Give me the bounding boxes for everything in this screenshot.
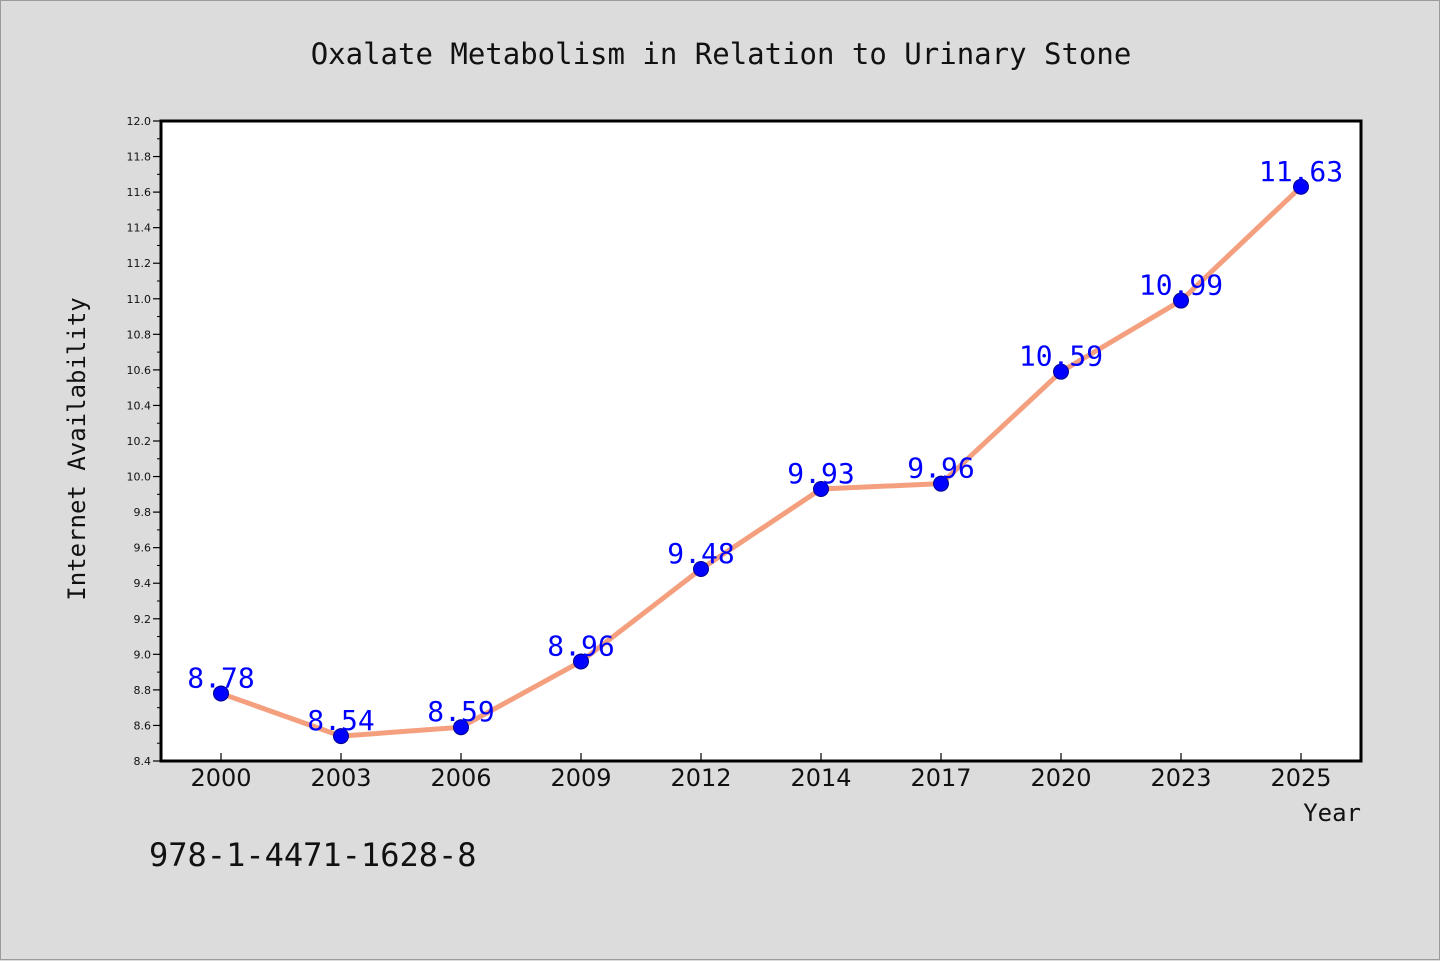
y-tick-label: 12.0 bbox=[127, 115, 152, 128]
y-tick-label: 10.2 bbox=[127, 435, 152, 448]
chart-title: Oxalate Metabolism in Relation to Urinar… bbox=[311, 37, 1132, 71]
data-label: 8.78 bbox=[187, 661, 254, 694]
x-tick-label: 2009 bbox=[550, 764, 611, 792]
y-tick-label: 9.6 bbox=[134, 542, 152, 555]
data-label: 9.93 bbox=[787, 457, 854, 490]
data-point bbox=[453, 719, 469, 736]
y-tick-label: 9.4 bbox=[134, 577, 152, 590]
data-point bbox=[933, 475, 949, 492]
data-label: 8.54 bbox=[307, 704, 374, 737]
x-tick-label: 2023 bbox=[1150, 764, 1211, 792]
y-tick-label: 8.4 bbox=[134, 755, 152, 768]
y-tick-label: 11.2 bbox=[127, 257, 152, 270]
x-axis-ticks: 2000 2003 2006 2009 2012 2014 2017 2020 2023 2025 bbox=[190, 753, 1332, 792]
plot-area bbox=[161, 121, 1361, 761]
x-tick-label: 2020 bbox=[1030, 764, 1091, 792]
x-tick-label: 2017 bbox=[910, 764, 971, 792]
y-tick-label: 10.4 bbox=[127, 399, 152, 412]
data-label: 8.59 bbox=[427, 695, 494, 728]
data-point bbox=[813, 481, 829, 497]
x-tick-label: 2025 bbox=[1270, 764, 1331, 792]
isbn-text: 978-1-4471-1628-8 bbox=[149, 836, 477, 874]
data-point bbox=[693, 561, 709, 577]
data-label: 8.96 bbox=[547, 629, 614, 662]
y-tick-label: 9.0 bbox=[134, 648, 152, 661]
y-tick-label: 10.0 bbox=[127, 471, 152, 484]
data-point bbox=[1053, 363, 1069, 380]
x-tick-label: 2006 bbox=[430, 764, 491, 792]
y-tick-label: 8.6 bbox=[134, 719, 152, 732]
y-tick-label: 9.2 bbox=[134, 613, 152, 626]
series-line bbox=[218, 184, 1304, 739]
y-tick-label: 9.8 bbox=[134, 506, 152, 519]
y-tick-label: 10.6 bbox=[127, 364, 152, 377]
data-labels: 8.78 8.54 8.59 8.96 9.48 9.93 9.96 10.59 10.99 11… bbox=[187, 155, 1343, 737]
data-label: 9.48 bbox=[667, 537, 734, 570]
x-tick-label: 2012 bbox=[670, 764, 731, 792]
x-tick-label: 2003 bbox=[310, 764, 371, 792]
data-point bbox=[333, 728, 349, 745]
y-tick-label: 10.8 bbox=[127, 328, 152, 341]
x-axis-label: Year bbox=[1303, 799, 1361, 827]
y-axis-label: Internet Availability bbox=[63, 297, 91, 600]
plot-frame bbox=[159, 119, 1363, 763]
y-tick-label: 11.8 bbox=[127, 151, 152, 164]
x-tick-label: 2000 bbox=[190, 764, 251, 792]
y-tick-label: 11.0 bbox=[127, 293, 152, 306]
data-point bbox=[1173, 292, 1189, 309]
x-tick-label: 2014 bbox=[790, 764, 851, 792]
y-tick-label: 8.8 bbox=[134, 684, 152, 697]
data-label: 10.99 bbox=[1139, 269, 1223, 302]
y-tick-label: 11.6 bbox=[127, 186, 152, 199]
data-label: 9.96 bbox=[907, 452, 974, 485]
data-label: 11.63 bbox=[1259, 155, 1343, 188]
data-point bbox=[213, 685, 229, 702]
data-point bbox=[1293, 178, 1309, 195]
y-axis-ticks: 8.4 8.6 8.8 9.0 9.2 9.4 9.6 9.8 10.0 10.2 10.4 10.6… bbox=[127, 115, 161, 768]
y-tick-label: 11.4 bbox=[127, 222, 152, 235]
data-point bbox=[573, 653, 589, 670]
series-layer bbox=[213, 178, 1309, 745]
data-label: 10.59 bbox=[1019, 340, 1103, 373]
